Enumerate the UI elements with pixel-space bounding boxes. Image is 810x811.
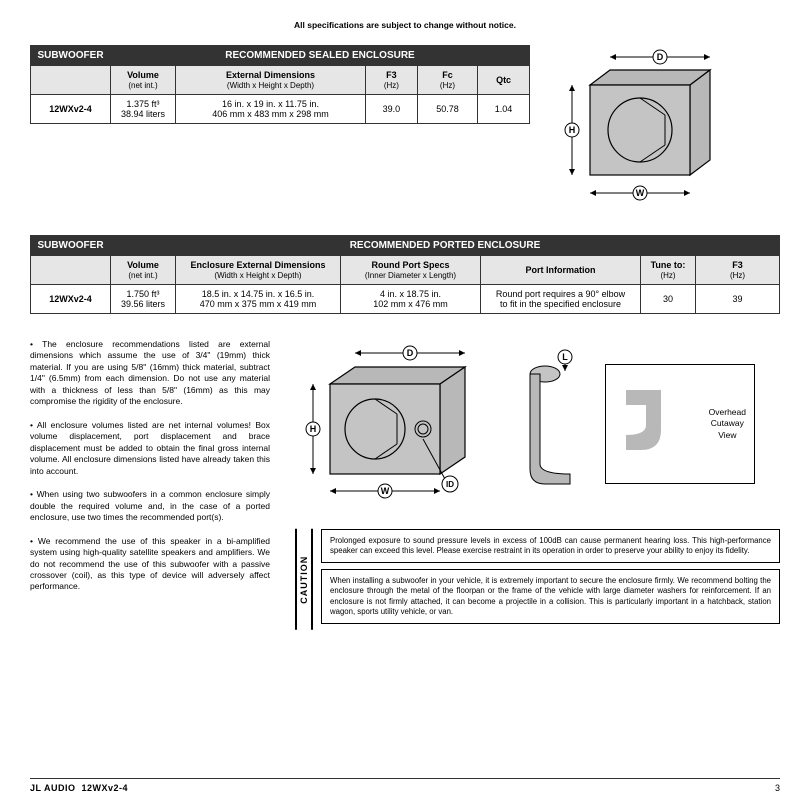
note-1: The enclosure recommendations listed are… [30,339,270,408]
col-fc: Fc [442,70,453,80]
p-dim1: 18.5 in. x 14.75 in. x 16.5 in. [202,289,315,299]
p-col-info: Port Information [526,265,596,275]
col-f3: F3 [386,70,397,80]
svg-text:L: L [562,352,568,362]
footer-page: 3 [775,783,780,793]
p-col-dim: Enclosure External Dimensions [190,260,325,270]
p-col-port: Round Port Specs [371,260,449,270]
p-port1: 4 in. x 18.75 in. [380,289,441,299]
sealed-vol2: 38.94 liters [121,109,165,119]
col-extdim-sub: (Width x Height x Depth) [227,81,314,90]
p-port2: 102 mm x 476 mm [373,299,448,309]
ported-subwoofer-header: SUBWOOFER [31,236,111,256]
overhead-cutaway-box: Overhead Cutaway View [605,364,755,484]
p-col-tune: Tune to: [651,260,686,270]
p-model: 12WXv2-4 [31,285,111,314]
col-volume: Volume [127,70,159,80]
p-col-port-sub: (Inner Diameter x Length) [365,271,456,280]
sealed-model: 12WXv2-4 [31,95,111,124]
p-col-tune-sub: (Hz) [660,271,675,280]
col-extdim: External Dimensions [226,70,315,80]
sealed-table: SUBWOOFER RECOMMENDED SEALED ENCLOSURE V… [30,45,530,124]
note-2: All enclosure volumes listed are net int… [30,420,270,477]
ported-table: SUBWOOFER RECOMMENDED PORTED ENCLOSURE V… [30,235,780,314]
label-h: H [569,125,576,135]
note-4: We recommend the use of this speaker in … [30,536,270,593]
p-info1: Round port requires a 90° elbow [496,289,625,299]
p-f3: 39 [696,285,780,314]
col-f3-sub: (Hz) [384,81,399,90]
p-col-f3: F3 [732,260,743,270]
p-col-f3-sub: (Hz) [730,271,745,280]
caution-text-2: When installing a subwoofer in your vehi… [321,569,780,624]
svg-text:H: H [310,424,317,434]
p-vol2: 39.56 liters [121,299,165,309]
label-w: W [636,188,645,198]
overhead-label: Overhead Cutaway View [709,407,746,440]
cutaway-icon [616,380,676,470]
sealed-qtc: 1.04 [478,95,530,124]
p-col-vol-sub: (net int.) [128,271,157,280]
sealed-fc: 50.78 [417,95,477,124]
p-vol1: 1.750 ft³ [126,289,159,299]
p-tune: 30 [641,285,696,314]
sealed-subwoofer-header: SUBWOOFER [31,46,111,66]
p-col-vol: Volume [127,260,159,270]
sealed-box-diagram: D H W [550,45,740,205]
col-qtc: Qtc [496,75,511,85]
svg-text:D: D [407,348,414,358]
change-notice: All specifications are subject to change… [30,20,780,30]
col-fc-sub: (Hz) [440,81,455,90]
ported-title-header: RECOMMENDED PORTED ENCLOSURE [111,236,780,256]
caution-block: CAUTION Prolonged exposure to sound pres… [295,529,780,630]
svg-text:ID: ID [446,480,454,489]
port-tube-diagram: L [510,349,590,499]
note-3: When using two subwoofers in a common en… [30,489,270,523]
sealed-vol1: 1.375 ft³ [126,99,159,109]
label-d: D [657,52,664,62]
footer-brand: JL AUDIO [30,783,76,793]
footer-model: 12WXv2-4 [82,783,129,793]
notes-column: The enclosure recommendations listed are… [30,339,270,630]
table-row: 12WXv2-4 1.375 ft³38.94 liters 16 in. x … [31,95,530,124]
p-info2: to fit in the specified enclosure [500,299,621,309]
sealed-title-header: RECOMMENDED SEALED ENCLOSURE [111,46,530,66]
sealed-dim2: 406 mm x 483 mm x 298 mm [212,109,329,119]
caution-label: CAUTION [295,529,313,630]
sealed-dim1: 16 in. x 19 in. x 11.75 in. [222,99,319,109]
sealed-f3: 39.0 [366,95,418,124]
page-footer: JL AUDIO 12WXv2-4 3 [30,778,780,793]
caution-text-1: Prolonged exposure to sound pressure lev… [321,529,780,563]
svg-text:W: W [381,486,390,496]
ported-box-diagram: D H W ID [295,339,495,509]
p-col-dim-sub: (Width x Height x Depth) [214,271,301,280]
table-row: 12WXv2-4 1.750 ft³39.56 liters 18.5 in. … [31,285,780,314]
col-volume-sub: (net int.) [128,81,157,90]
p-dim2: 470 mm x 375 mm x 419 mm [200,299,317,309]
